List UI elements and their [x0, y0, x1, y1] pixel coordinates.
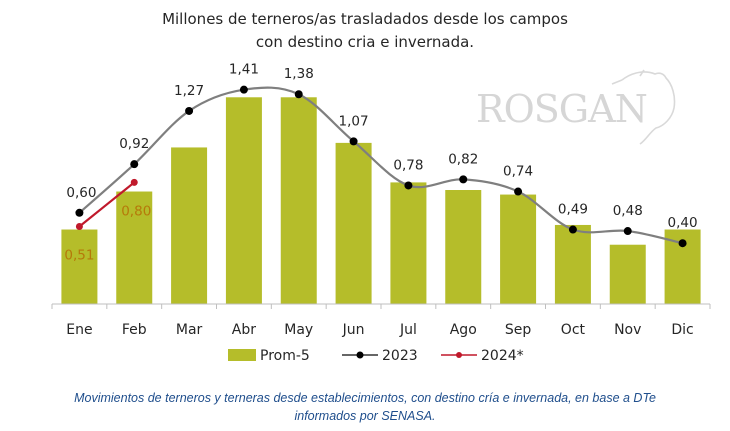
- caption-line-2: informados por SENASA.: [294, 409, 436, 423]
- bar-prom5-ago: [445, 190, 482, 304]
- point-2023-may: [294, 90, 303, 99]
- x-tick-label-mar: Mar: [176, 322, 203, 338]
- data-label-2023-feb: 0,92: [119, 136, 149, 152]
- point-2023-jun: [349, 137, 358, 146]
- data-label-2023-ene: 0,60: [66, 185, 96, 201]
- bar-prom5-jul: [390, 182, 427, 304]
- x-tick-label-sep: Sep: [505, 322, 532, 338]
- data-label-2023-sep: 0,74: [503, 164, 533, 180]
- x-tick-label-dic: Dic: [671, 322, 693, 338]
- data-label-2023-nov: 0,48: [613, 203, 643, 219]
- x-tick-label-oct: Oct: [561, 322, 586, 338]
- legend-label-prom5: Prom-5: [260, 348, 310, 364]
- legend-label-2023: 2023: [382, 348, 418, 364]
- x-tick-label-may: May: [284, 322, 313, 338]
- bar-prom5-abr: [225, 97, 262, 304]
- point-2023-sep: [514, 187, 523, 196]
- point-2023-ene: [75, 208, 84, 217]
- x-axis: Ene Feb Mar Abr May Jun Jul Ago Sep Oct Nov Dic: [51, 303, 711, 338]
- point-2023-jul: [404, 181, 413, 190]
- point-2024-ene: [75, 222, 83, 230]
- bar-prom5-mar: [171, 147, 208, 304]
- point-2024-feb: [130, 178, 138, 186]
- legend-swatch-prom5: [228, 349, 256, 361]
- x-tick-label-feb: Feb: [122, 322, 147, 338]
- x-tick-label-jun: Jun: [342, 322, 365, 338]
- x-tick-label-ene: Ene: [66, 322, 92, 338]
- logo-text: ROSGAN: [476, 87, 647, 131]
- data-label-2023-mar: 1,27: [174, 83, 204, 99]
- bar-prom5-feb: [116, 191, 153, 304]
- point-2023-ago: [459, 175, 468, 184]
- bar-prom5-nov: [609, 244, 646, 304]
- legend-marker-2023: [356, 351, 364, 359]
- point-2023-abr: [239, 85, 248, 94]
- data-label-2023-jun: 1,07: [339, 113, 369, 129]
- data-label-2023-may: 1,38: [284, 66, 314, 82]
- data-label-2023-dic: 0,40: [668, 215, 698, 231]
- bar-prom5-may: [280, 97, 317, 304]
- data-labels-layer: 0,60 0,92 1,27 1,41 1,38 1,07 0,78 0,82 0,74 0,49…: [64, 62, 697, 264]
- chart: Millones de terneros/as trasladados desd…: [51, 10, 711, 364]
- legend: Prom-5 2023 2024*: [228, 348, 524, 364]
- caption-line-1: Movimientos de terneros y terneras desde…: [74, 391, 656, 405]
- bar-prom5-sep: [500, 194, 537, 304]
- point-2023-mar: [185, 106, 194, 115]
- cow-head-icon: [611, 69, 676, 145]
- x-tick-label-abr: Abr: [232, 322, 256, 338]
- rosgan-logo: ROSGAN: [476, 69, 676, 145]
- bar-prom5-ene: [61, 229, 98, 304]
- bar-prom5-jun: [335, 142, 372, 304]
- chart-title-line-2: con destino cria e invernada.: [256, 33, 474, 51]
- chart-title-line-1: Millones de terneros/as trasladados desd…: [162, 10, 568, 28]
- point-2023-oct: [568, 225, 577, 234]
- point-2023-feb: [130, 160, 139, 169]
- data-label-2023-abr: 1,41: [229, 62, 259, 78]
- line-2024: [78, 181, 135, 228]
- point-2023-nov: [623, 227, 632, 236]
- point-2023-dic: [678, 239, 687, 248]
- data-label-2023-ago: 0,82: [448, 151, 478, 167]
- lines-layer: [75, 85, 687, 248]
- data-label-2024-ene: 0,51: [64, 247, 94, 263]
- bars-layer: [61, 97, 701, 304]
- data-label-2023-jul: 0,78: [393, 157, 423, 173]
- legend-marker-2024: [456, 352, 462, 358]
- data-label-2024-feb: 0,80: [121, 203, 151, 219]
- legend-label-2024: 2024*: [481, 348, 524, 364]
- data-label-2023-oct: 0,49: [558, 202, 588, 218]
- x-tick-label-jul: Jul: [399, 322, 417, 338]
- bar-prom5-oct: [554, 224, 591, 304]
- x-tick-label-ago: Ago: [450, 322, 477, 338]
- x-tick-label-nov: Nov: [614, 322, 641, 338]
